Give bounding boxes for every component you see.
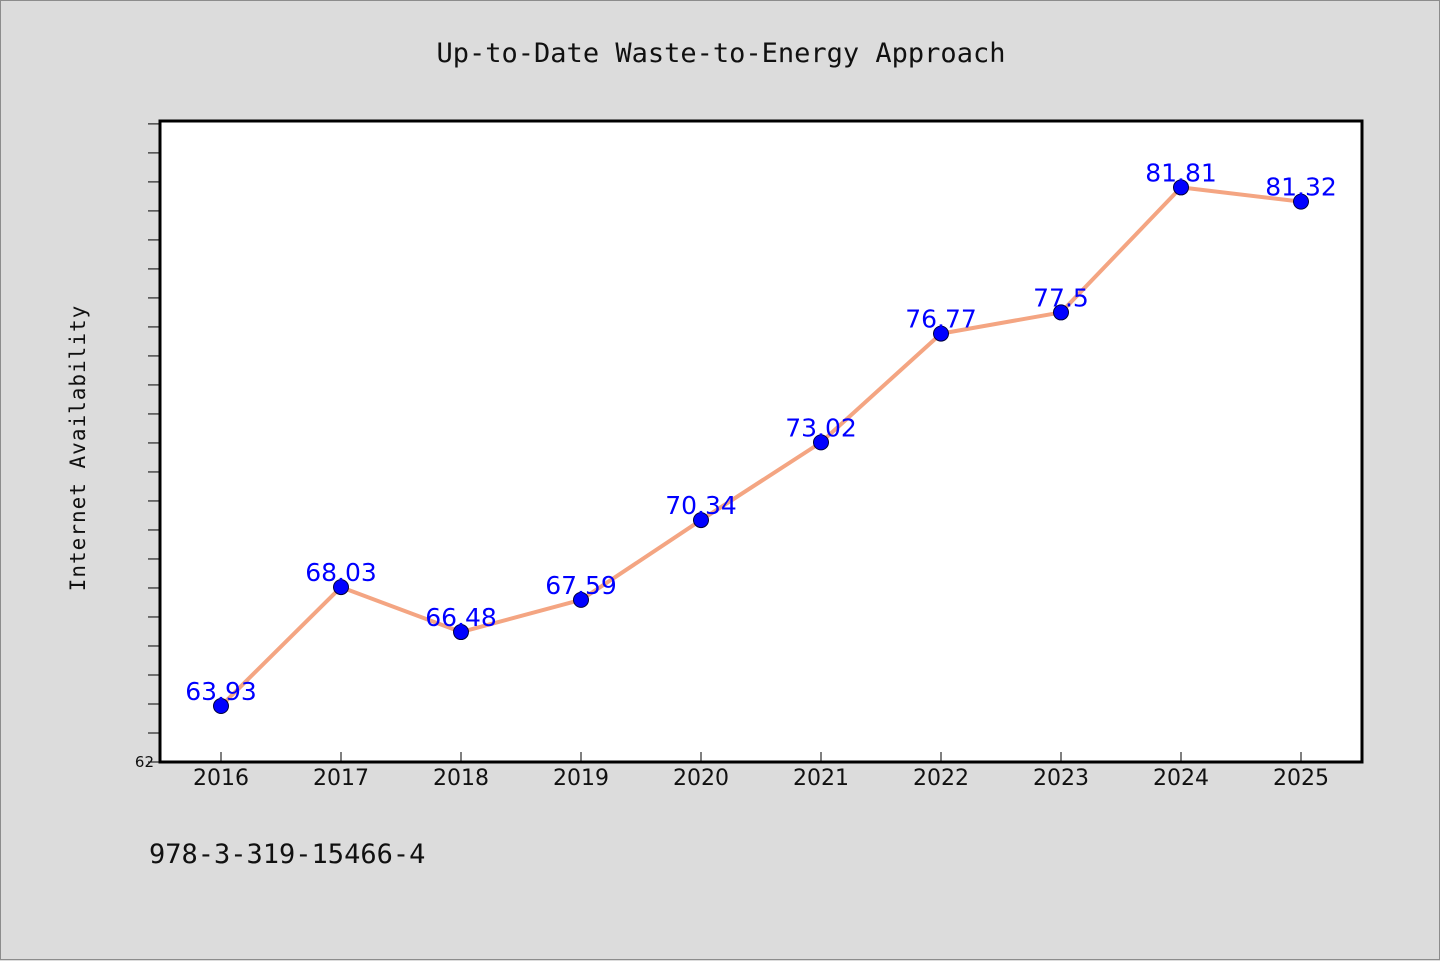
x-tick-label: 2021 <box>793 766 849 791</box>
x-tick-label: 2016 <box>193 766 249 791</box>
data-label: 81.32 <box>1265 173 1337 202</box>
plot-area <box>158 119 1364 764</box>
y-axis-label: Internet Availability <box>66 305 90 592</box>
data-point <box>813 434 829 451</box>
chart-title: Up-to-Date Waste-to-Energy Approach <box>437 38 1006 69</box>
data-point <box>933 325 949 342</box>
data-point <box>1293 193 1309 210</box>
y-tick-label: 62 <box>135 753 154 771</box>
x-tick-label: 2017 <box>313 766 369 791</box>
data-label: 77.5 <box>1033 283 1089 312</box>
data-point <box>213 698 229 715</box>
x-tick-label: 2025 <box>1273 766 1329 791</box>
data-point <box>1173 179 1189 196</box>
data-label: 67.59 <box>545 571 617 600</box>
x-tick-label: 2024 <box>1153 766 1209 791</box>
data-point <box>573 591 589 608</box>
data-point <box>1053 304 1069 321</box>
x-tick-label: 2020 <box>673 766 729 791</box>
isbn-text: 978-3-319-15466-4 <box>149 839 425 870</box>
data-label: 73.02 <box>785 413 857 442</box>
data-label: 68.03 <box>305 558 377 587</box>
series-group: 63.93 68.03 66.48 67.59 70.34 73.02 76.77 77.5 8… <box>185 158 1337 715</box>
y-axis-ticks: 62 <box>135 123 160 771</box>
x-tick-label: 2018 <box>433 766 489 791</box>
data-label: 66.48 <box>425 603 497 632</box>
x-tick-label: 2023 <box>1033 766 1089 791</box>
data-label: 81.81 <box>1145 158 1217 187</box>
data-label: 70.34 <box>665 491 737 520</box>
x-axis-ticks: 2016 2017 2018 2019 2020 2021 2022 2023 2024 2025 <box>193 752 1329 791</box>
x-tick-label: 2022 <box>913 766 969 791</box>
data-point <box>333 579 349 596</box>
series-line <box>219 185 1302 708</box>
data-label: 76.77 <box>905 305 977 334</box>
data-label: 63.93 <box>185 677 257 706</box>
data-point <box>693 512 709 529</box>
data-point <box>453 624 469 641</box>
x-tick-label: 2019 <box>553 766 609 791</box>
